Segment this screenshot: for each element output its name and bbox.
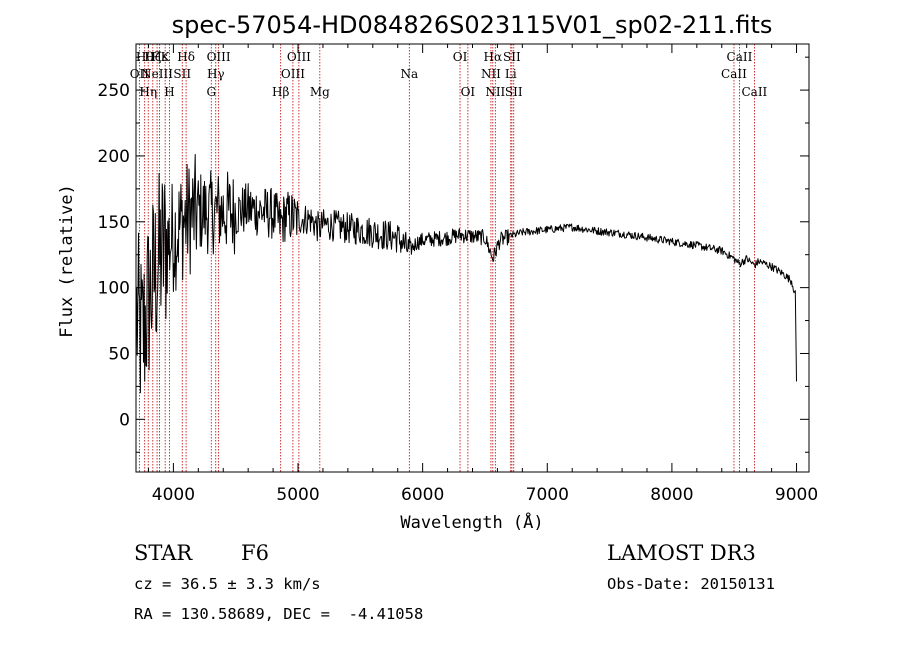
x-tick-label: 8000: [650, 485, 693, 505]
emission-line-label: Na: [400, 67, 418, 81]
x-tick-label: 6000: [401, 485, 444, 505]
x-tick-label: 4000: [152, 485, 195, 505]
redshift-text: cz = 36.5 ± 3.3 km/s: [134, 575, 321, 593]
object-class: STAR: [134, 541, 193, 565]
y-tick-label: 0: [119, 410, 130, 430]
emission-line-label: CaII: [741, 85, 767, 99]
emission-line-label: NeIII: [141, 67, 173, 81]
emission-line-labels: OII Hθ Hη Hζ NeIII HεK H SII Hδ G Hγ OIII Hβ OIII OIII…: [130, 50, 768, 99]
emission-line-label: K: [161, 50, 171, 64]
x-axis-ticks: 4000 5000 6000 7000 8000 9000: [147, 44, 818, 505]
emission-line-label: G: [206, 85, 216, 99]
survey-name: LAMOST DR3: [607, 541, 756, 565]
y-tick-label: 50: [108, 344, 130, 364]
emission-line-label: SII: [505, 85, 523, 99]
y-tick-label: 150: [98, 213, 130, 233]
object-subclass: F6: [241, 541, 269, 565]
emission-line-label: CaII: [727, 50, 753, 64]
emission-line-label: OI: [461, 85, 476, 99]
y-tick-label: 250: [98, 81, 130, 101]
coordinates-text: RA = 130.58689, DEC = -4.41058: [134, 605, 423, 623]
emission-line-label: SII: [173, 67, 191, 81]
y-axis-label: Flux (relative): [57, 184, 77, 338]
emission-line-label: SII: [503, 50, 521, 64]
emission-line-label: H: [164, 85, 174, 99]
emission-line-label: Hζ: [144, 50, 161, 64]
x-tick-label: 5000: [276, 485, 319, 505]
y-axis-ticks: 0 50 100 150 200 250: [98, 56, 809, 453]
emission-line-label: OIII: [207, 50, 231, 64]
emission-line-label: NII: [485, 85, 505, 99]
emission-line-label: Hθ: [136, 50, 154, 64]
spectrum-line: [136, 154, 797, 394]
obs-date-text: Obs-Date: 20150131: [607, 575, 775, 593]
emission-line-label: Hα: [484, 50, 503, 64]
emission-line-label: OIII: [287, 50, 311, 64]
emission-line-label: Hδ: [177, 50, 195, 64]
x-axis-label: Wavelength (Å): [400, 511, 543, 533]
emission-line-label: Li: [505, 67, 517, 81]
emission-line-label: CaII: [721, 67, 747, 81]
x-tick-label: 7000: [526, 485, 569, 505]
emission-line-label: Hβ: [272, 85, 289, 99]
y-tick-label: 200: [98, 147, 130, 167]
info-block: STAR F6 LAMOST DR3 cz = 36.5 ± 3.3 km/s …: [134, 541, 775, 623]
emission-line-label: Mg: [310, 85, 330, 99]
emission-line-markers: [138, 44, 755, 472]
emission-line-label: OIII: [281, 67, 305, 81]
emission-line-label: Hη: [139, 85, 157, 99]
x-tick-label: 9000: [775, 485, 818, 505]
emission-line-label: OII: [130, 67, 150, 81]
plot-frame: [135, 43, 810, 473]
emission-line-label: Hγ: [207, 67, 225, 81]
y-tick-label: 100: [98, 279, 130, 299]
chart-title: spec-57054-HD084826S023115V01_sp02-211.f…: [172, 11, 773, 39]
emission-line-label: NII: [481, 67, 501, 81]
emission-line-label: Hε: [151, 50, 168, 64]
emission-line-label: OI: [453, 50, 468, 64]
